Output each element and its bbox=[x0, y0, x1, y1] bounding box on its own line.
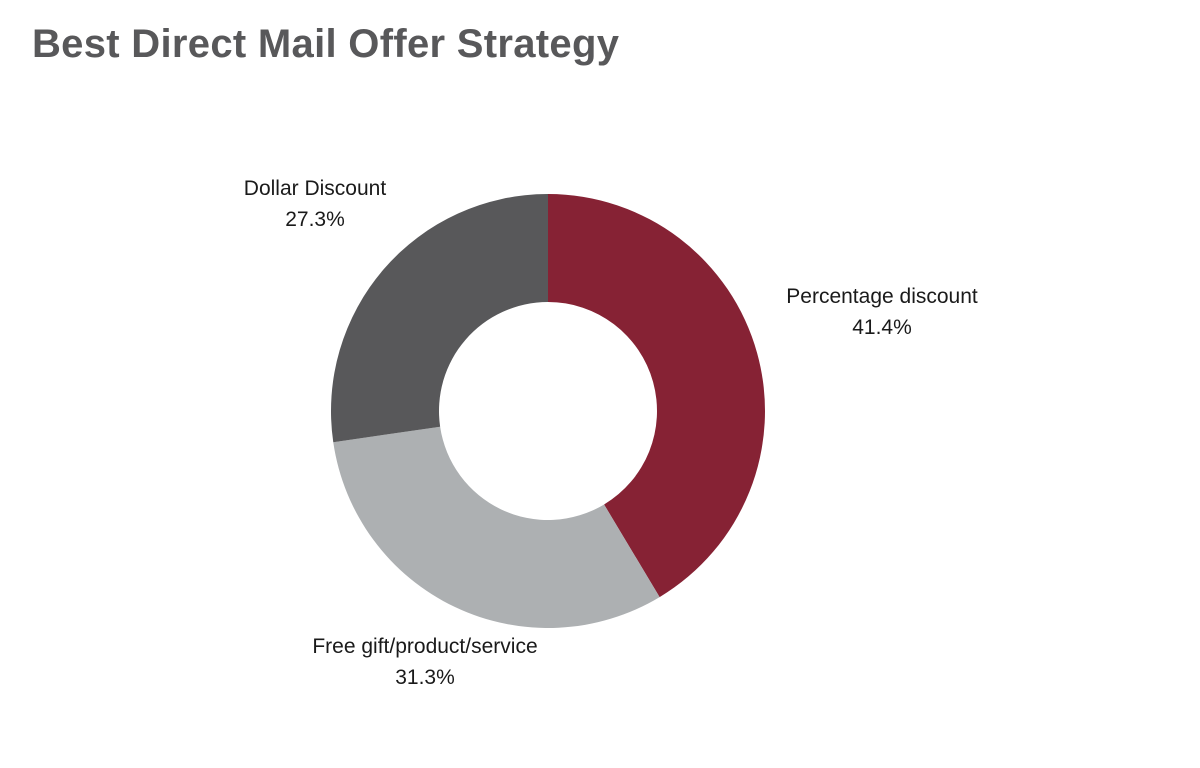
slice-category-label: Percentage discount bbox=[786, 285, 978, 308]
donut-slices bbox=[331, 194, 765, 628]
chart-title: Best Direct Mail Offer Strategy bbox=[32, 22, 620, 66]
donut-slice-percentage-discount bbox=[548, 194, 765, 598]
slice-value-label: 27.3% bbox=[285, 208, 345, 231]
slice-value-label: 41.4% bbox=[852, 316, 912, 339]
slice-labels: Percentage discount 41.4% Free gift/produc… bbox=[244, 177, 978, 689]
slice-category-label: Dollar Discount bbox=[244, 177, 387, 200]
slice-category-label: Free gift/product/service bbox=[312, 635, 537, 658]
donut-slice-dollar-discount bbox=[331, 194, 548, 443]
donut-slice-free-gift-product-service bbox=[333, 426, 660, 628]
slice-value-label: 31.3% bbox=[395, 666, 455, 689]
